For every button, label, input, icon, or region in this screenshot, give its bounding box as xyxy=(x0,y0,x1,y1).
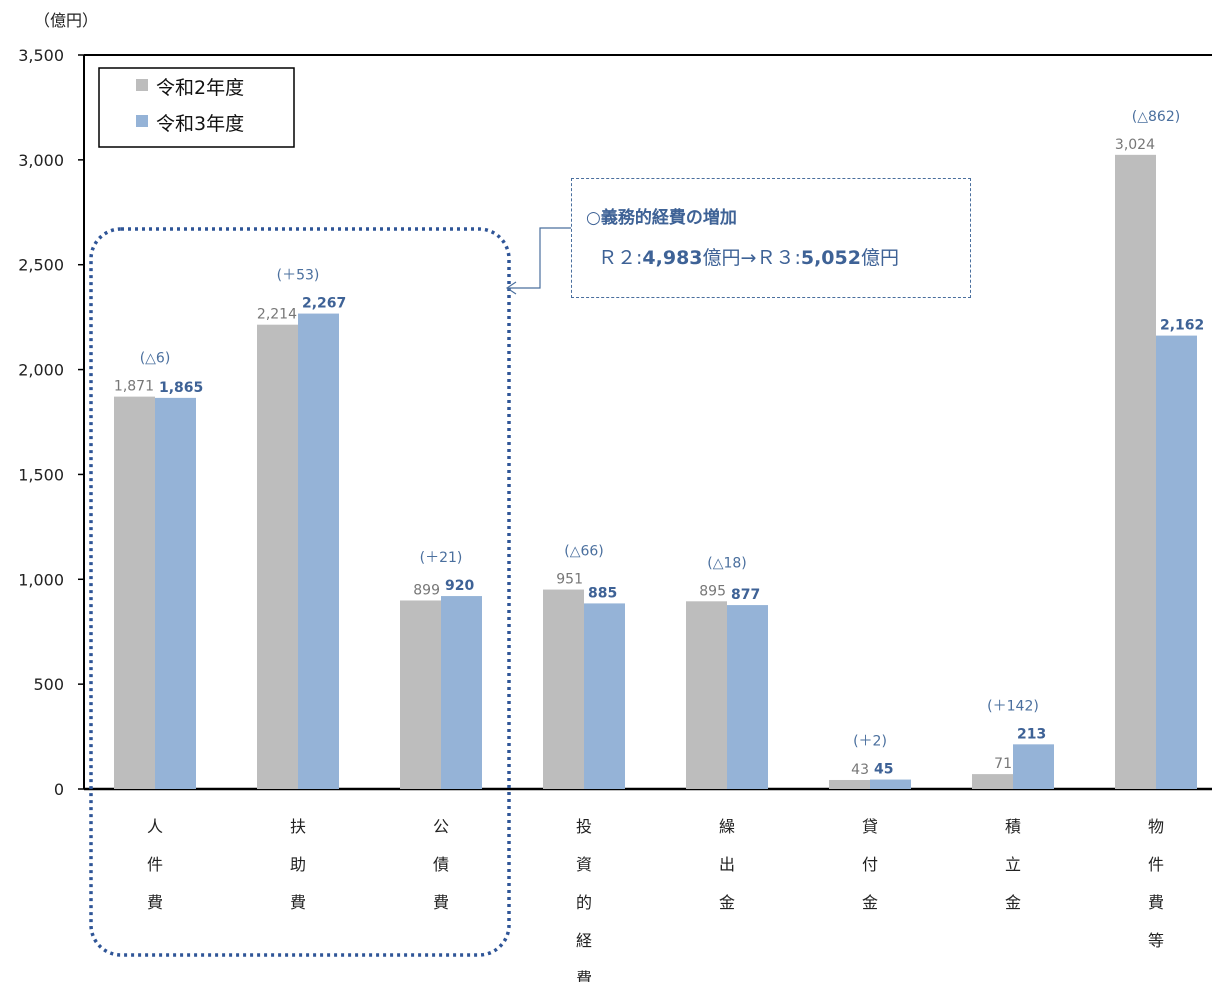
callout-box: ○義務的経費の増加 Ｒ２:4,983億円→Ｒ３:5,052億円 xyxy=(571,178,971,298)
y-tick-label: 2,500 xyxy=(18,256,64,275)
bar xyxy=(584,603,625,789)
category-label: 繰出金 xyxy=(719,817,735,912)
category-label: 扶助費 xyxy=(290,817,306,912)
y-tick-label: 3,000 xyxy=(18,151,64,170)
data-label: 885 xyxy=(588,585,617,601)
bar xyxy=(441,596,482,789)
callout-arrowhead xyxy=(505,281,517,295)
y-tick-label: 3,500 xyxy=(18,46,64,65)
bar xyxy=(400,600,441,789)
bar xyxy=(1156,335,1197,789)
bar xyxy=(298,313,339,789)
bar xyxy=(257,324,298,789)
callout-values: Ｒ２:4,983億円→Ｒ３:5,052億円 xyxy=(598,243,899,270)
data-label: 71 xyxy=(994,756,1012,772)
data-label: 213 xyxy=(1017,726,1046,742)
difference-label: (△18) xyxy=(707,555,747,571)
callout-connector xyxy=(508,227,571,289)
bar xyxy=(870,779,911,789)
legend-box xyxy=(98,67,295,148)
data-labels: 1,871 1,865 (△6) 2,214 2,267 (＋53) 899 920 (＋21)… xyxy=(114,109,1204,778)
difference-label: (△862) xyxy=(1132,109,1180,125)
category-label: 公債費 xyxy=(433,817,449,912)
difference-label: (＋142) xyxy=(987,698,1039,714)
difference-label: (＋53) xyxy=(277,268,320,284)
legend-label: 令和2年度 xyxy=(156,77,244,99)
legend-swatch xyxy=(136,115,148,127)
difference-label: (＋21) xyxy=(420,550,463,566)
bar xyxy=(727,605,768,789)
data-label: 920 xyxy=(445,578,474,594)
category-label: 人件費 xyxy=(147,817,163,912)
callout-r2-unit: 億円→ xyxy=(702,247,757,269)
data-label: 2,162 xyxy=(1160,318,1204,334)
bar xyxy=(972,774,1013,789)
bar xyxy=(155,397,196,789)
legend-label: 令和3年度 xyxy=(156,113,244,135)
callout-title: ○義務的経費の増加 xyxy=(586,208,737,228)
y-tick-label: 500 xyxy=(33,675,64,694)
y-tick-label: 1,000 xyxy=(18,570,64,589)
data-label: 3,024 xyxy=(1115,137,1155,153)
bar xyxy=(829,779,870,789)
obligatory-expense-highlight xyxy=(89,227,511,957)
callout-r2-value: 4,983 xyxy=(642,247,703,269)
category-label: 物件費等 xyxy=(1148,817,1164,950)
category-label: 投資的経費 xyxy=(576,817,592,982)
obligatory-expense-group-outline xyxy=(89,227,511,957)
callout-r3-prefix: Ｒ３: xyxy=(756,247,801,269)
category-labels: 人件費 扶助費 公債費 投資的経費 繰出金 貸付金 積立金 物件費等 xyxy=(147,817,1164,982)
bar xyxy=(686,601,727,789)
bars xyxy=(114,154,1197,790)
bar xyxy=(114,396,155,789)
callout-r2-prefix: Ｒ２: xyxy=(598,247,643,269)
data-label: 45 xyxy=(874,762,893,778)
data-label: 877 xyxy=(731,587,760,603)
difference-label: (△66) xyxy=(564,544,604,560)
category-label: 積立金 xyxy=(1005,817,1021,912)
data-label: 2,267 xyxy=(302,296,346,312)
bar xyxy=(1115,154,1156,790)
y-tick-label: 1,500 xyxy=(18,465,64,484)
difference-label: (＋2) xyxy=(853,734,887,750)
data-label: 1,865 xyxy=(159,380,203,396)
callout-r3-unit: 億円 xyxy=(860,247,899,269)
data-label: 895 xyxy=(699,583,726,599)
data-label: 1,871 xyxy=(114,379,154,395)
legend-swatch xyxy=(136,79,148,91)
y-tick-label: 2,000 xyxy=(18,361,64,380)
bar xyxy=(1013,744,1054,789)
difference-label: (△6) xyxy=(140,351,171,367)
callout-r3-value: 5,052 xyxy=(800,247,861,269)
bar xyxy=(543,589,584,789)
data-label: 951 xyxy=(556,572,583,588)
category-label: 貸付金 xyxy=(862,817,878,912)
y-axis-unit-label: （億円） xyxy=(34,11,98,30)
data-label: 899 xyxy=(413,582,440,598)
data-label: 2,214 xyxy=(257,307,297,323)
data-label: 43 xyxy=(851,762,869,778)
y-tick-label: 0 xyxy=(54,780,64,799)
